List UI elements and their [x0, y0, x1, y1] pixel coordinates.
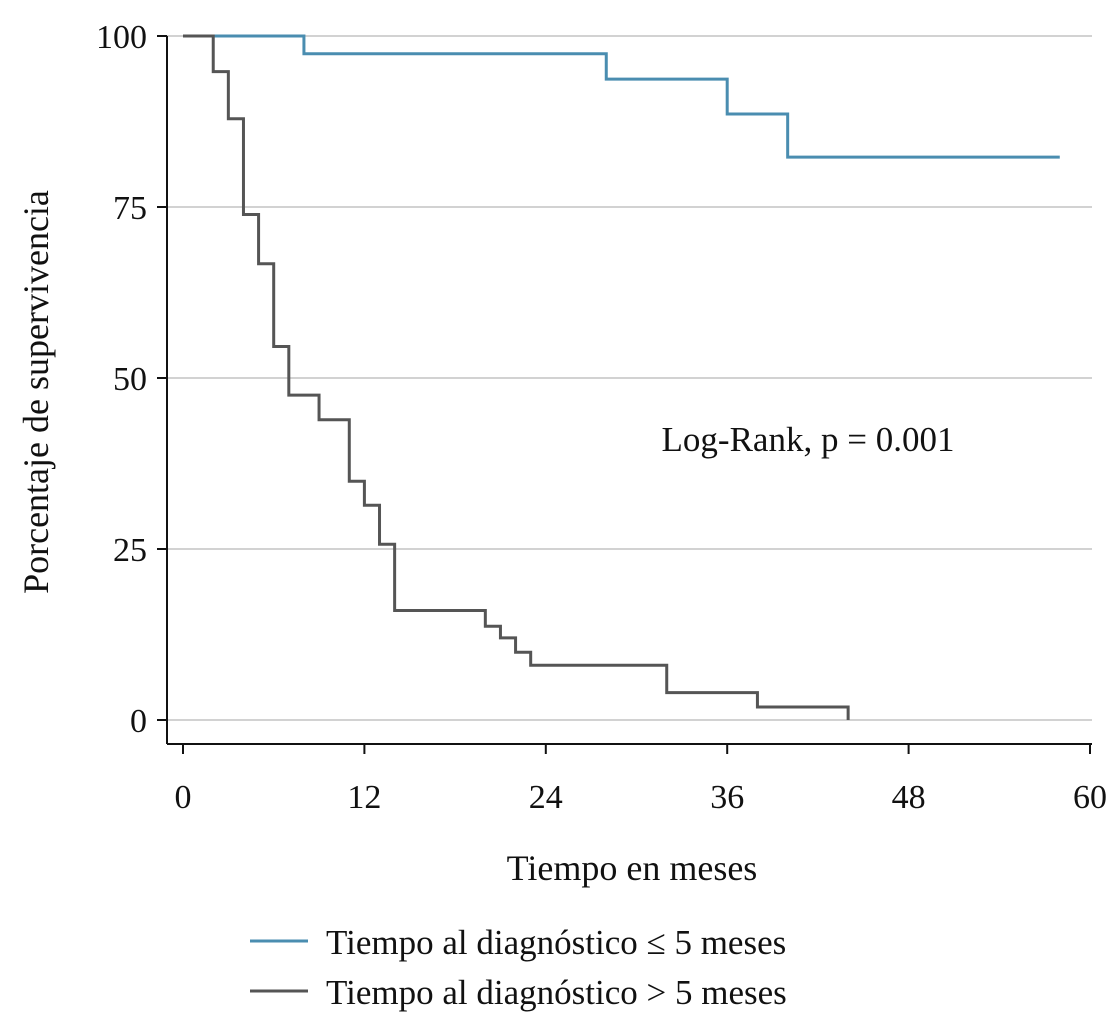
y-tick-label-0: 0 — [130, 703, 147, 740]
gridlines — [167, 35, 1092, 721]
x-tick-label-24: 24 — [529, 779, 563, 816]
x-tick-label-36: 36 — [710, 779, 744, 816]
y-tick-label-25: 25 — [113, 532, 147, 569]
annotation-logrank: Log-Rank, p = 0.001 — [662, 420, 955, 459]
x-axis-title: Tiempo en meses — [507, 848, 758, 888]
y-tick-label-75: 75 — [113, 190, 147, 227]
x-tick-label-60: 60 — [1073, 779, 1107, 816]
axes — [166, 36, 1092, 745]
series-line-1 — [183, 34, 850, 720]
legend-label-le5: Tiempo al diagnóstico ≤ 5 meses — [326, 923, 786, 962]
x-tick-label-0: 0 — [175, 779, 192, 816]
series-line-0 — [183, 34, 1060, 159]
legend-label-gt5: Tiempo al diagnóstico > 5 meses — [326, 973, 787, 1012]
x-tick-label-48: 48 — [892, 779, 926, 816]
y-tick-label-100: 100 — [96, 19, 147, 56]
series — [183, 34, 1060, 720]
legend: Tiempo al diagnóstico ≤ 5 meses Tiempo a… — [250, 923, 787, 1012]
x-tick-label-12: 12 — [347, 779, 381, 816]
ticks: 0 25 50 75 100 0 12 24 36 48 60 — [96, 19, 1107, 816]
y-tick-label-50: 50 — [113, 361, 147, 398]
y-axis-title: Porcentaje de supervivencia — [16, 190, 56, 594]
